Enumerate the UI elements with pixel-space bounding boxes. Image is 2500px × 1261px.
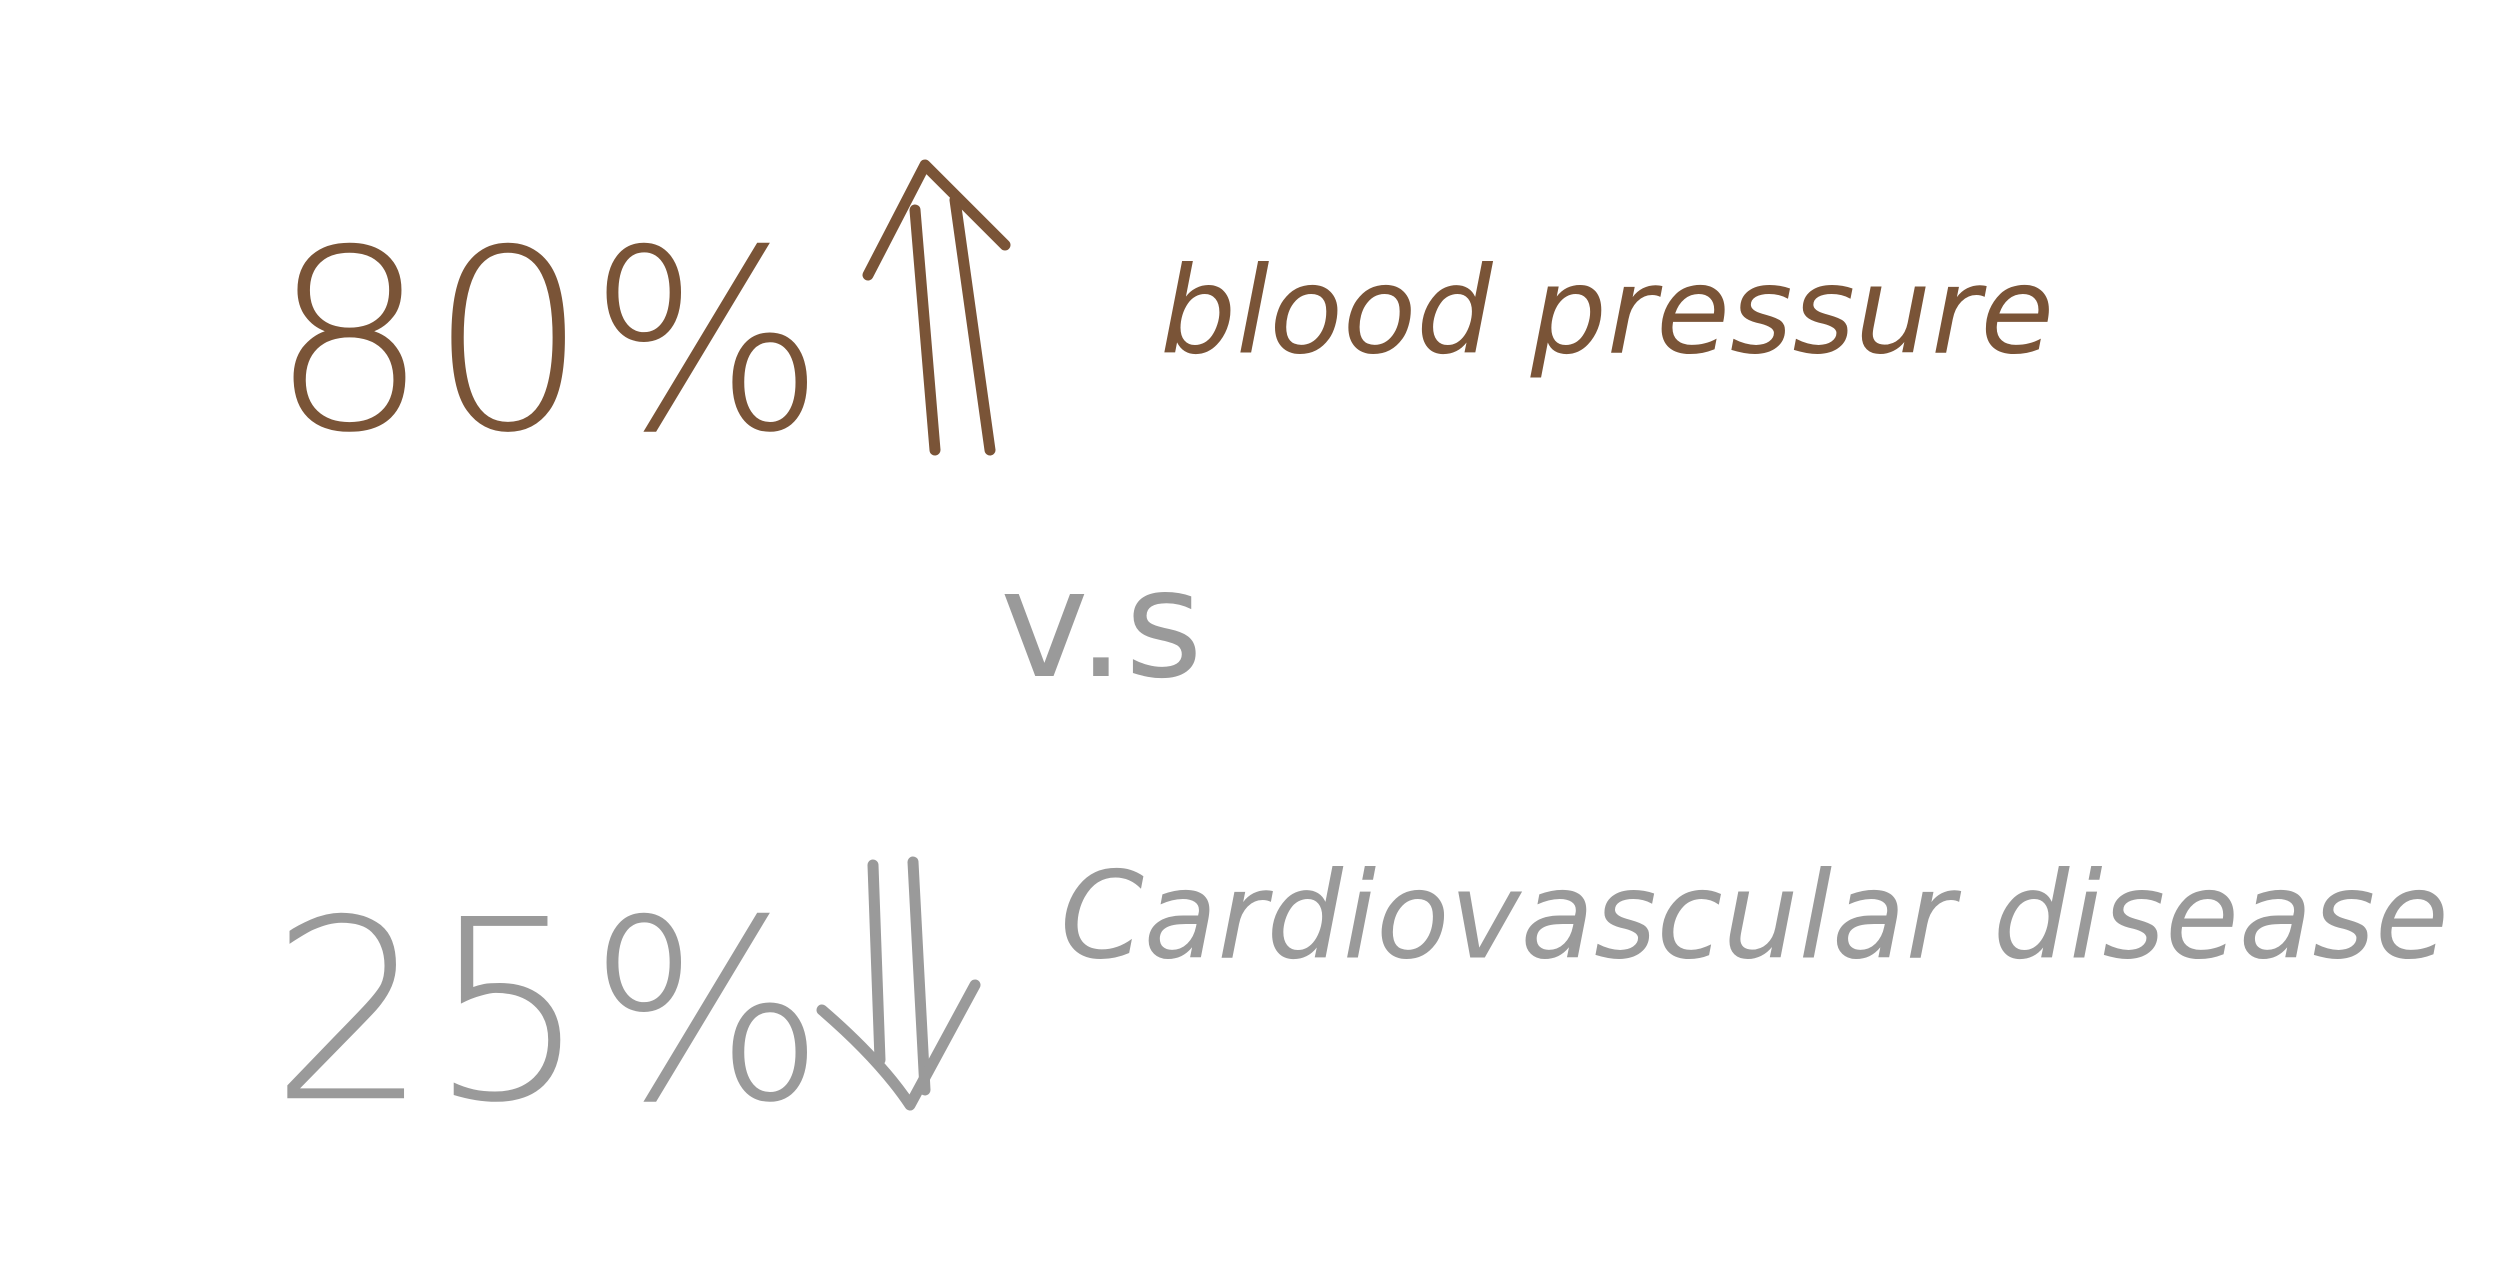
down-double-arrow xyxy=(816,856,981,1111)
row-label: blood pressure xyxy=(1160,243,2054,382)
row-label: Cardiovascular disease xyxy=(1060,848,2449,987)
separator: v.s xyxy=(1000,538,1203,712)
row-value: 25% xyxy=(270,866,826,1157)
row-value: 80% xyxy=(270,196,826,487)
up-double-arrow xyxy=(862,159,1011,456)
